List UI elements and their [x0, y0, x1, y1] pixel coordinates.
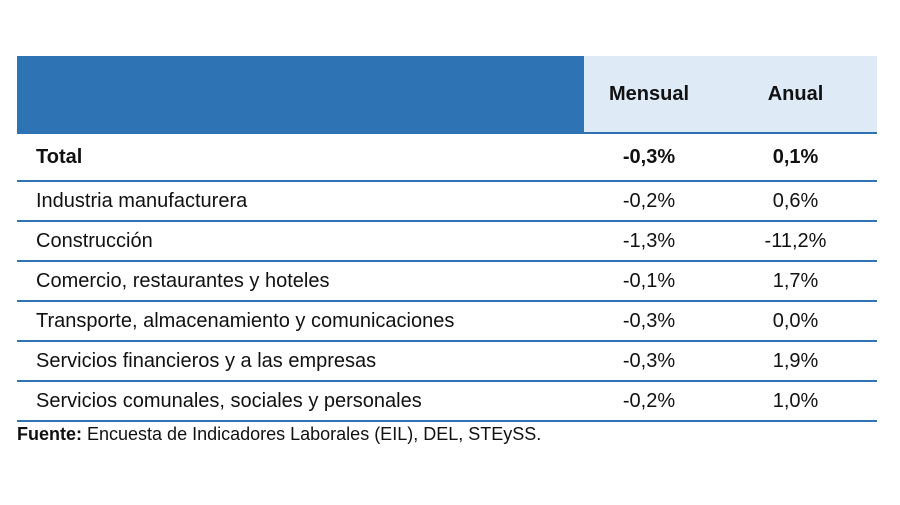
row-label: Servicios financieros y a las empresas	[36, 349, 377, 372]
cell-mensual: -0,2%	[622, 389, 676, 412]
cell-anual: -11,2%	[764, 229, 827, 252]
row-label: Comercio, restaurantes y hoteles	[36, 269, 330, 292]
cell-anual: 0,0%	[772, 309, 819, 332]
table-row: Comercio, restaurantes y hoteles -0,1% 1…	[17, 262, 877, 302]
table-header: Mensual Anual	[17, 56, 877, 134]
column-header-mensual: Mensual	[608, 82, 690, 105]
table-row: Transporte, almacenamiento y comunicacio…	[17, 302, 877, 342]
cell-mensual: -1,3%	[622, 229, 676, 252]
cell-anual: 1,7%	[772, 269, 819, 292]
table-row-total: Total -0,3% 0,1%	[17, 134, 877, 182]
table-row: Servicios financieros y a las empresas -…	[17, 342, 877, 382]
cell-anual: 0,6%	[772, 189, 819, 212]
row-label: Servicios comunales, sociales y personal…	[36, 389, 422, 412]
cell-mensual: -0,3%	[622, 349, 676, 372]
source-text: Encuesta de Indicadores Laborales (EIL),…	[82, 424, 542, 444]
source-label: Fuente:	[17, 424, 82, 444]
row-label: Total	[36, 145, 83, 168]
header-columns: Mensual Anual	[584, 56, 877, 132]
table-row: Servicios comunales, sociales y personal…	[17, 382, 877, 422]
row-label: Construcción	[36, 229, 153, 252]
row-label: Industria manufacturera	[36, 189, 248, 212]
source-note: Fuente: Encuesta de Indicadores Laborale…	[17, 424, 541, 445]
table-row: Industria manufacturera -0,2% 0,6%	[17, 182, 877, 222]
cell-anual: 0,1%	[772, 145, 819, 168]
cell-anual: 1,9%	[772, 349, 819, 372]
cell-mensual: -0,3%	[622, 145, 676, 168]
column-header-anual: Anual	[767, 82, 824, 105]
data-table: Mensual Anual Total -0,3% 0,1% Industria…	[17, 56, 877, 422]
row-label: Transporte, almacenamiento y comunicacio…	[36, 309, 455, 332]
header-blank-cell	[17, 56, 584, 132]
cell-mensual: -0,3%	[622, 309, 676, 332]
cell-mensual: -0,1%	[622, 269, 676, 292]
table-row: Construcción -1,3% -11,2%	[17, 222, 877, 262]
cell-mensual: -0,2%	[622, 189, 676, 212]
cell-anual: 1,0%	[772, 389, 819, 412]
